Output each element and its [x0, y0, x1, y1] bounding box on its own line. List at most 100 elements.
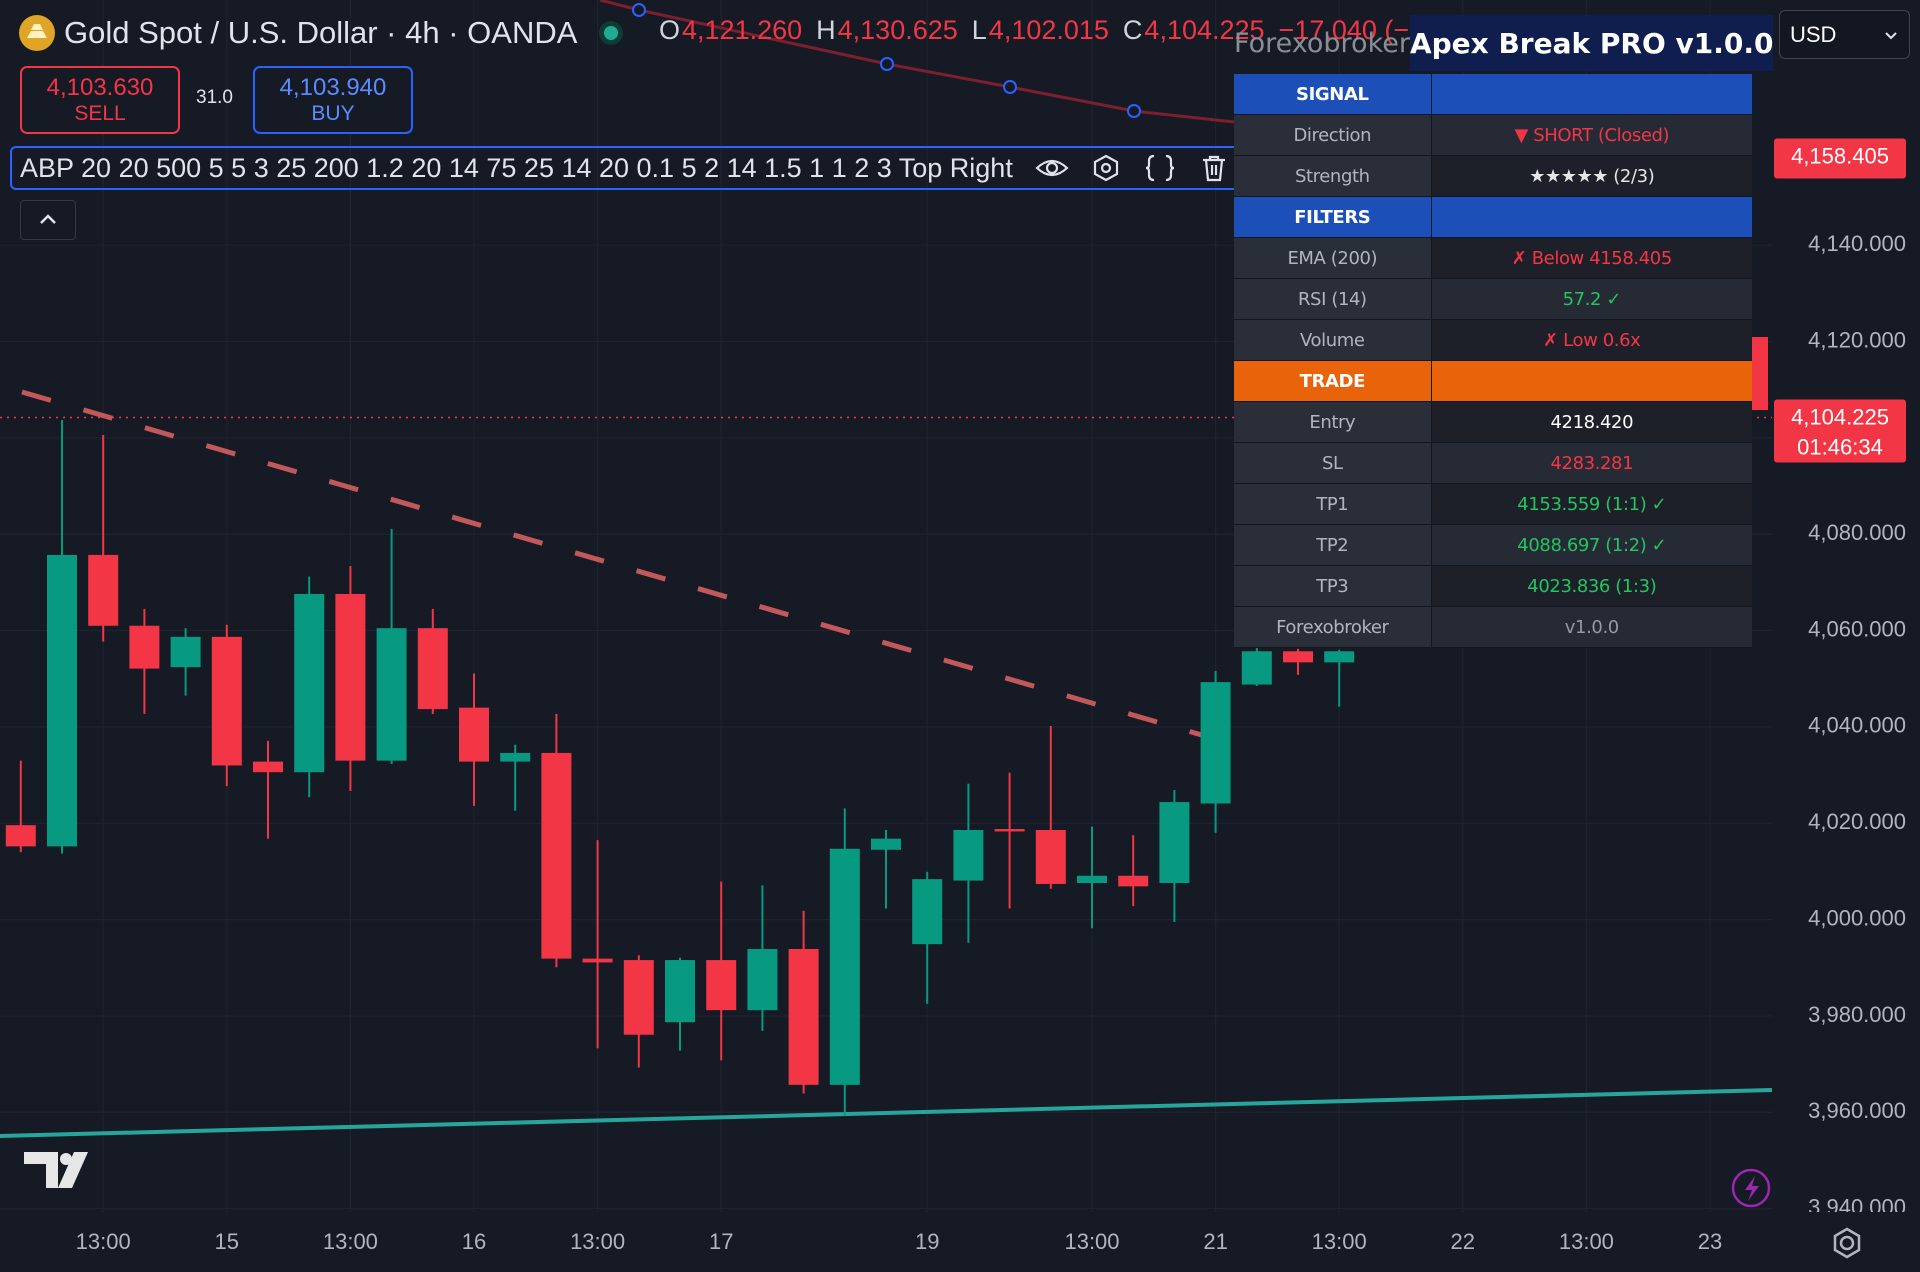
sell-button[interactable]: 4,103.630 SELL: [20, 66, 180, 134]
indicator-point: [632, 3, 646, 17]
chevron-up: [40, 214, 56, 224]
y-tick-label: 3,960.000: [1808, 1098, 1906, 1123]
settings-button[interactable]: [1833, 1227, 1861, 1259]
ohlc-item: L4,102.015: [972, 15, 1109, 46]
candle-body: [1035, 829, 1066, 884]
candle-body: [417, 628, 448, 710]
indicator-point: [1127, 104, 1141, 118]
ohlc-key: L: [971, 15, 987, 45]
candle-body: [170, 636, 201, 668]
panel-title: Apex Break PRO v1.0.0: [1409, 15, 1774, 71]
sell-label: SELL: [74, 102, 126, 125]
spread: 31.0: [196, 87, 233, 108]
x-tick-label: 23: [1698, 1229, 1722, 1254]
panel-table: SIGNAL Direction ▼ SHORT (Closed) Strength ★…: [1234, 74, 1752, 648]
panel-row: RSI (14) 57.2 ✓: [1234, 279, 1752, 320]
ohlc-value: 4,102.015: [988, 15, 1109, 45]
candle-body: [459, 707, 489, 762]
dropdown-arrow: [1885, 31, 1897, 39]
support-trendline: [0, 1088, 1773, 1138]
candle-body: [500, 752, 531, 762]
candle-body: [1077, 875, 1107, 883]
panel-value: 57.2 ✓: [1431, 279, 1752, 319]
panel-row: Volume ✗ Low 0.6x: [1234, 320, 1752, 361]
panel-row: FILTERS: [1234, 197, 1752, 238]
indicator-settings: ABP 20 20 500 5 5 3 25 200 1.2 20 14 75 …: [20, 152, 1013, 183]
price-label-box: [1774, 399, 1906, 463]
visibility-button[interactable]: [1035, 153, 1069, 183]
candle-body: [747, 948, 778, 1011]
candle-body: [211, 636, 242, 766]
candle-body: [912, 879, 943, 945]
indicator-point: [880, 57, 894, 71]
panel-row: TP3 4023.836 (1:3): [1234, 566, 1752, 607]
panel-row: SIGNAL: [1234, 74, 1752, 115]
candle-body: [47, 554, 77, 847]
panel-section-fill: [1431, 197, 1752, 237]
candle-body: [1200, 682, 1231, 804]
y-tick-label: 4,000.000: [1808, 905, 1906, 930]
settings-button[interactable]: [1089, 153, 1123, 183]
candle-body: [541, 752, 572, 959]
market-status: [599, 21, 624, 45]
source-button[interactable]: [1143, 153, 1177, 183]
panel-label: SL: [1234, 443, 1432, 483]
ohlc-item: H4,130.625: [816, 15, 958, 46]
hidden-label-stub: [1752, 337, 1768, 410]
panel-label: FILTERS: [1234, 197, 1432, 237]
lightning-button[interactable]: [1731, 1168, 1771, 1208]
candle-body: [1324, 651, 1355, 663]
price-label: 4,104.225: [1791, 404, 1889, 429]
delete-button[interactable]: [1197, 153, 1231, 183]
panel-title-row: Forexobroker Apex Break PRO v1.0.0: [1234, 12, 1774, 74]
x-tick-label: 13:00: [76, 1229, 131, 1254]
candle-body: [5, 825, 36, 847]
y-tick-label: 4,140.000: [1808, 231, 1906, 256]
sell-price: 4,103.630: [46, 74, 154, 101]
x-tick-label: 15: [215, 1229, 239, 1254]
panel-row: Strength ★★★★★ (2/3): [1234, 156, 1752, 197]
panel-brand: Forexobroker: [1234, 27, 1410, 59]
candle-body: [376, 628, 407, 761]
panel-label: SIGNAL: [1234, 74, 1432, 114]
panel-label: RSI (14): [1234, 279, 1432, 319]
collapse-button[interactable]: [20, 200, 76, 240]
x-tick-label: 21: [1203, 1229, 1227, 1254]
indicator-legend[interactable]: ABP 20 20 500 5 5 3 25 200 1.2 20 14 75 …: [10, 146, 1287, 190]
panel-label: Forexobroker: [1234, 607, 1432, 647]
info-panel: Forexobroker Apex Break PRO v1.0.0 SIGNA…: [1234, 12, 1774, 648]
currency-dropdown[interactable]: USD: [1779, 10, 1910, 59]
panel-label: TP3: [1234, 566, 1432, 606]
price-countdown: 01:46:34: [1797, 434, 1883, 459]
x-tick-label: 13:00: [1312, 1229, 1367, 1254]
panel-label: Entry: [1234, 402, 1432, 442]
candle-body: [706, 960, 737, 1011]
panel-row: TP2 4088.697 (1:2) ✓: [1234, 525, 1752, 566]
panel-row: Entry 4218.420: [1234, 402, 1752, 443]
panel-label: Strength: [1234, 156, 1432, 196]
ohlc-value: 4,121.260: [682, 15, 803, 45]
panel-value: ▼ SHORT (Closed): [1431, 115, 1752, 155]
indicator-point: [1003, 80, 1017, 94]
candle-body: [1118, 875, 1149, 887]
panel-value: v1.0.0: [1431, 607, 1752, 647]
panel-value: 4218.420: [1431, 402, 1752, 442]
panel-label: TRADE: [1234, 361, 1432, 401]
x-tick-label: 19: [915, 1229, 939, 1254]
candle-body: [582, 958, 613, 963]
candle-body: [335, 593, 366, 761]
x-tick-label: 13:00: [570, 1229, 625, 1254]
panel-value: ✗ Low 0.6x: [1431, 320, 1752, 360]
y-tick-label: 4,040.000: [1808, 713, 1906, 738]
buy-price: 4,103.940: [279, 74, 387, 101]
panel-value: 4153.559 (1:1) ✓: [1431, 484, 1752, 524]
panel-label: TP2: [1234, 525, 1432, 565]
buy-button[interactable]: 4,103.940 BUY: [253, 66, 413, 134]
buy-label: BUY: [311, 102, 355, 125]
panel-value: 4088.697 (1:2) ✓: [1431, 525, 1752, 565]
resistance-trendline: [21, 389, 1213, 741]
ohlc-key: C: [1122, 15, 1143, 45]
ohlc-key: H: [816, 15, 836, 45]
x-tick-label: 13:00: [323, 1229, 378, 1254]
